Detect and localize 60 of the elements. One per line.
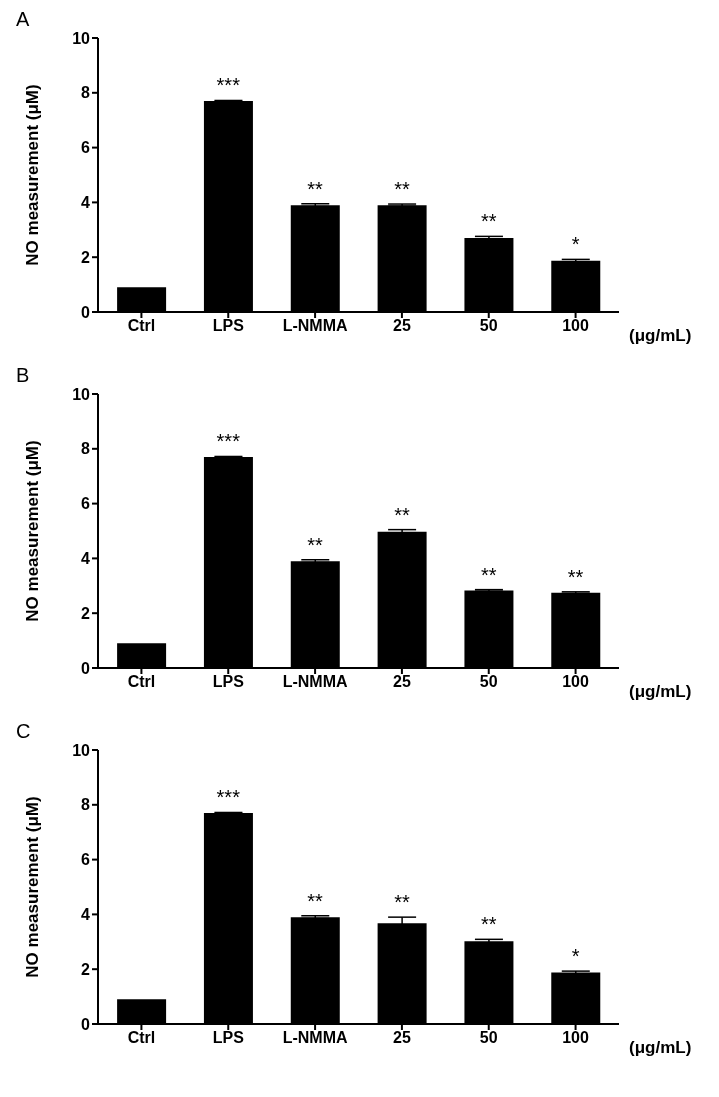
- y-tick-label: 4: [81, 194, 91, 212]
- x-tick-label: 25: [393, 1029, 411, 1047]
- y-tick-label: 6: [81, 851, 91, 869]
- annotation: **: [480, 210, 497, 233]
- x-tick-label: Ctrl: [127, 1029, 156, 1047]
- x-tick-label: 50: [479, 673, 498, 691]
- y-tick-label: 0: [81, 303, 91, 321]
- annotation: **: [307, 889, 324, 912]
- annotation: **: [394, 178, 410, 201]
- annotation: ***: [216, 74, 241, 97]
- y-tick-label: 10: [72, 741, 91, 759]
- y-tick-label: 10: [72, 385, 91, 403]
- y-tick-label: 4: [81, 906, 91, 924]
- y-tick-label: 6: [81, 139, 91, 157]
- annotation: **: [567, 565, 584, 588]
- y-tick-label: 6: [81, 495, 91, 513]
- x-tick-label: 25: [393, 317, 411, 335]
- x-tick-label: 50: [479, 1029, 498, 1047]
- x-tick-label: 100: [562, 317, 590, 335]
- y-tick-label: 0: [81, 659, 91, 677]
- x-tick-label: L-NMMA: [282, 317, 348, 335]
- x-tick-label: LPS: [212, 317, 245, 335]
- annotation: **: [307, 177, 324, 200]
- y-tick-label: 2: [81, 248, 91, 266]
- chart-title: B: [16, 364, 31, 386]
- annotation: **: [394, 891, 410, 914]
- annotation: **: [480, 563, 497, 586]
- y-tick-label: 8: [81, 440, 91, 458]
- annotation: ***: [216, 430, 241, 453]
- annotation: ***: [216, 786, 241, 809]
- y-axis-title: NO measurement (μM): [23, 440, 43, 622]
- x-tick-label: 100: [562, 1029, 590, 1047]
- x-tick-label: Ctrl: [127, 317, 156, 335]
- x-tick-label: L-NMMA: [282, 673, 348, 691]
- x-tick-label: 50: [479, 317, 498, 335]
- chart-title: A: [16, 8, 31, 30]
- y-tick-label: 8: [81, 796, 91, 814]
- x-tick-label: L-NMMA: [282, 1029, 348, 1047]
- y-tick-label: 2: [81, 604, 91, 622]
- y-tick-label: 2: [81, 960, 91, 978]
- y-tick-label: 4: [81, 550, 91, 568]
- y-tick-label: 0: [81, 1015, 91, 1033]
- y-axis-title: NO measurement (μM): [23, 796, 43, 978]
- annotation: **: [394, 503, 410, 526]
- x-tick-label: Ctrl: [127, 673, 156, 691]
- y-tick-label: 8: [81, 84, 91, 102]
- annotation: **: [307, 533, 324, 556]
- x-axis-title: (μg/mL): [629, 1038, 692, 1058]
- y-tick-label: 10: [72, 29, 91, 47]
- x-axis-title: (μg/mL): [629, 326, 692, 346]
- annotation: *: [571, 233, 580, 256]
- chart-title: C: [16, 720, 32, 742]
- x-tick-label: LPS: [212, 673, 245, 691]
- x-tick-label: 100: [562, 673, 590, 691]
- annotation: *: [571, 945, 580, 968]
- x-tick-label: 25: [393, 673, 411, 691]
- x-axis-title: (μg/mL): [629, 682, 692, 702]
- y-axis-title: NO measurement (μM): [23, 84, 43, 266]
- annotation: **: [480, 913, 497, 936]
- x-tick-label: LPS: [212, 1029, 245, 1047]
